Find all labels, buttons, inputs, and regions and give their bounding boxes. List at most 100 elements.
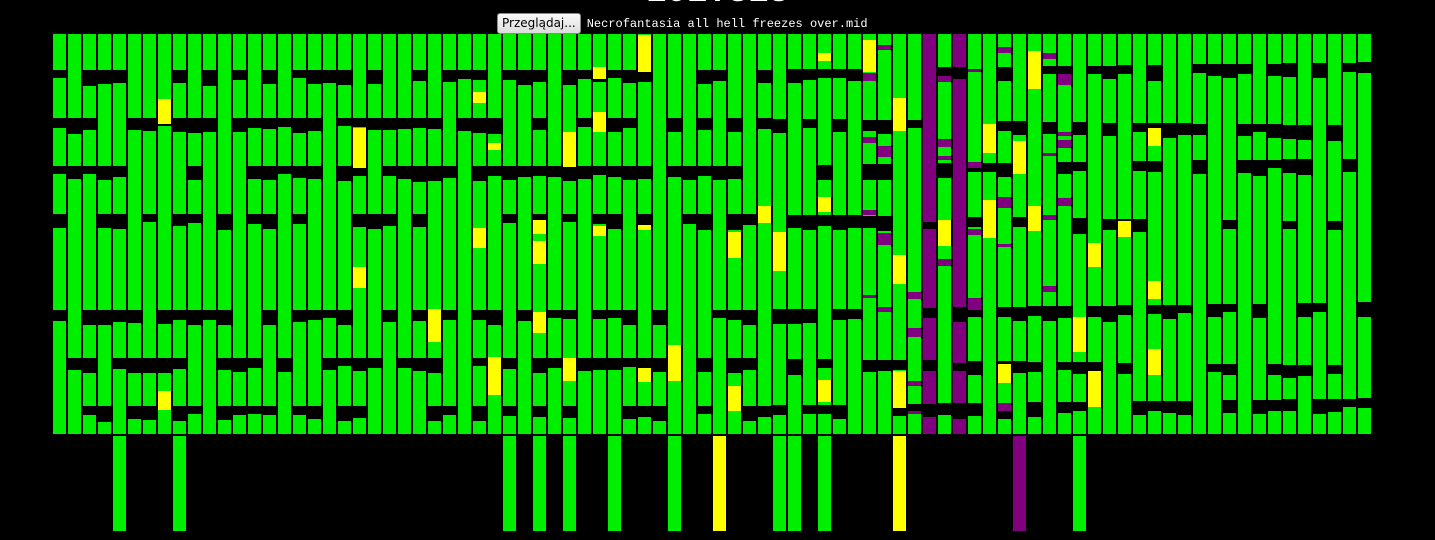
note-gap (503, 70, 516, 80)
note-gap (1118, 363, 1131, 374)
note-highlight (638, 35, 651, 72)
note-gap (233, 118, 246, 132)
key-column (998, 34, 1011, 434)
note-gap (1283, 63, 1296, 77)
pressed-key (668, 436, 681, 531)
note-gap (653, 358, 666, 372)
pressed-key (608, 436, 621, 531)
key-column (1088, 34, 1101, 434)
note-gap (518, 70, 531, 85)
note-gap (1043, 66, 1056, 74)
key-column (773, 34, 786, 434)
pressed-key (773, 436, 786, 531)
file-picker[interactable]: Przeglądaj... Necrofantasia all hell fre… (497, 12, 868, 34)
playback-counter: 101.318 (0, 0, 1435, 10)
note-gap (428, 166, 441, 181)
note-gap (863, 216, 876, 228)
note-gap (833, 215, 846, 230)
key-column (1328, 34, 1341, 434)
note-streak (998, 244, 1011, 247)
note-highlight (1073, 317, 1086, 352)
note-gap (563, 406, 576, 418)
note-highlight (563, 132, 576, 167)
note-gap (113, 358, 126, 369)
note-gap (803, 309, 816, 323)
note-gap (803, 119, 816, 128)
note-gap (1133, 161, 1146, 171)
note-gap (443, 406, 456, 415)
note-gap (608, 214, 621, 229)
note-gap (1163, 401, 1176, 413)
note-gap (1163, 123, 1176, 138)
note-highlight (818, 197, 831, 212)
note-gap (188, 166, 201, 180)
note-gap (548, 310, 561, 318)
note-gap (413, 214, 426, 227)
note-gap (83, 70, 96, 86)
key-column (1193, 34, 1206, 434)
note-gap (1178, 401, 1191, 415)
note-gap (923, 360, 936, 371)
note-highlight (593, 226, 606, 236)
note-gap (923, 308, 936, 318)
note-gap (188, 406, 201, 414)
note-gap (458, 70, 471, 79)
note-highlight (773, 232, 786, 271)
key-column (188, 34, 201, 434)
pressed-key (173, 436, 186, 531)
note-streak (998, 47, 1011, 53)
note-gap (98, 214, 111, 228)
key-column (83, 34, 96, 434)
note-gap (728, 358, 741, 373)
note-gap (1268, 364, 1281, 375)
note-streak (908, 411, 921, 414)
note-gap (308, 166, 321, 179)
note-gap (398, 166, 411, 179)
note-gap (473, 310, 486, 320)
note-gap (68, 166, 81, 179)
note-gap (233, 406, 246, 415)
key-column (368, 34, 381, 434)
key-column (98, 34, 111, 434)
note-gap (1313, 63, 1326, 78)
note-gap (128, 310, 141, 323)
note-highlight (638, 368, 651, 382)
note-gap (1283, 399, 1296, 411)
note-gap (128, 358, 141, 373)
note-gap (113, 214, 126, 229)
note-gap (878, 120, 891, 134)
note-gap (203, 310, 216, 320)
note-gap (698, 214, 711, 230)
note-gap (428, 358, 441, 373)
key-column (863, 34, 876, 434)
note-gap (1073, 362, 1086, 374)
note-gap (623, 166, 636, 180)
key-column (893, 34, 906, 434)
browse-button[interactable]: Przeglądaj... (497, 12, 581, 34)
note-gap (488, 310, 501, 325)
note-gap (668, 118, 681, 132)
key-column (578, 34, 591, 434)
note-gap (758, 118, 771, 129)
note-gap (473, 166, 486, 181)
note-streak (968, 229, 981, 235)
note-streak (908, 292, 921, 299)
note-gap (788, 215, 801, 228)
note-streak (938, 156, 951, 160)
note-streak (1043, 153, 1056, 156)
key-column (383, 34, 396, 434)
key-column (1283, 34, 1296, 434)
note-gap (458, 118, 471, 131)
note-highlight (1088, 243, 1101, 267)
note-gap (263, 70, 276, 84)
key-column (1073, 34, 1086, 434)
note-gap (518, 310, 531, 321)
note-gap (818, 405, 831, 414)
note-gap (563, 310, 576, 319)
note-highlight (998, 364, 1011, 383)
note-gap (533, 214, 546, 223)
note-gap (128, 118, 141, 130)
note-gap (698, 406, 711, 414)
note-highlight (638, 225, 651, 230)
